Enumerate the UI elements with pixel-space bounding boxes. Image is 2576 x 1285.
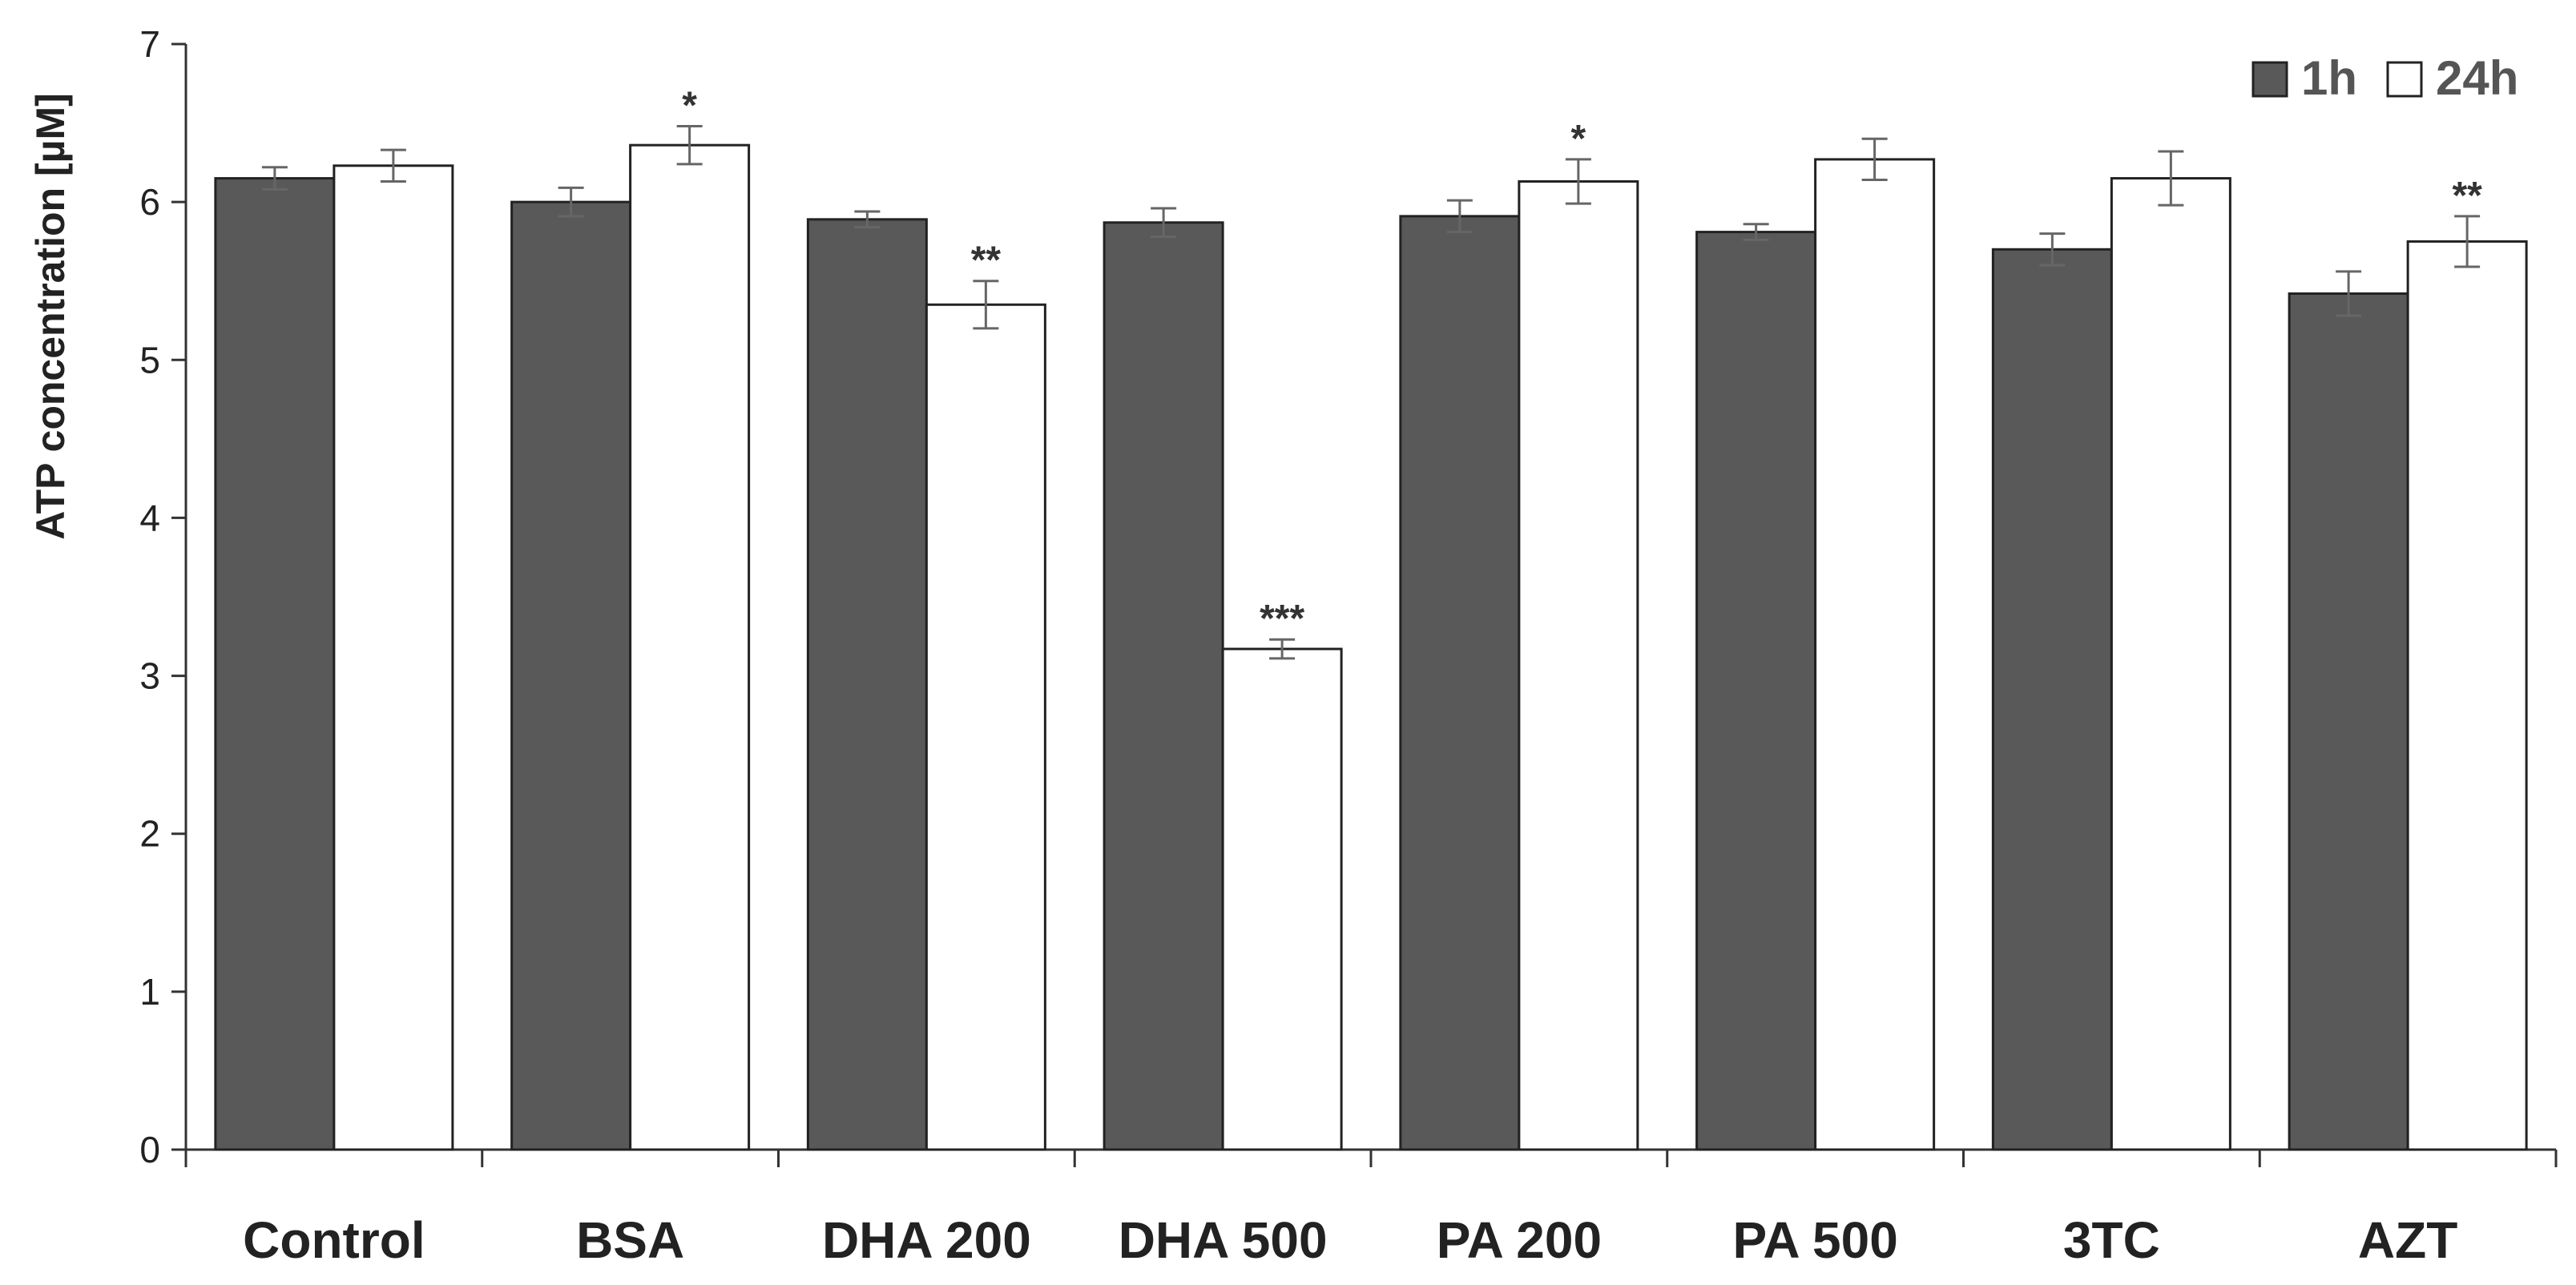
- x-category-label: BSA: [576, 1211, 684, 1269]
- y-tick-label: 3: [139, 655, 160, 697]
- bar-1h: [1399, 215, 1521, 1151]
- bar-1h: [1695, 231, 1817, 1151]
- bars: *********: [214, 85, 2528, 1151]
- x-category-label: AZT: [2358, 1211, 2457, 1269]
- bar-24h: [629, 143, 751, 1151]
- significance-label: ***: [1260, 598, 1304, 640]
- bar-24h: [2406, 240, 2528, 1151]
- significance-label: **: [2452, 175, 2482, 217]
- bar-1h: [1991, 248, 2113, 1151]
- x-category-label: Control: [243, 1211, 425, 1269]
- legend-label-1h: 1h: [2301, 51, 2357, 105]
- legend-swatch-1h: [2251, 61, 2288, 98]
- bar-24h: [333, 164, 454, 1151]
- y-tick-label: 0: [139, 1129, 160, 1170]
- x-category-label: PA 500: [1732, 1211, 1897, 1269]
- y-tick-label: 7: [139, 23, 160, 65]
- x-category-label: PA 200: [1437, 1211, 1602, 1269]
- bar-24h: [925, 303, 1046, 1151]
- legend-label-24h: 24h: [2436, 51, 2518, 105]
- bar-24h: [1814, 158, 1936, 1151]
- y-tick-label: 4: [139, 497, 160, 538]
- bar-24h: [2110, 177, 2231, 1151]
- bar-1h: [806, 218, 928, 1151]
- y-axis-title: ATP concentration [µM]: [28, 93, 73, 540]
- bar-1h: [510, 200, 632, 1151]
- legend-swatch-24h: [2386, 61, 2423, 98]
- bar-24h: [1221, 647, 1343, 1151]
- x-category-label: DHA 200: [822, 1211, 1031, 1269]
- significance-label: **: [971, 240, 1002, 282]
- y-tick-label: 2: [139, 813, 160, 855]
- y-tick-label: 6: [139, 181, 160, 223]
- y-tick-label: 5: [139, 339, 160, 381]
- bar-1h: [1103, 221, 1224, 1151]
- significance-label: *: [682, 85, 697, 127]
- bar-24h: [1518, 180, 1639, 1151]
- x-category-label: DHA 500: [1119, 1211, 1328, 1269]
- significance-label: *: [1571, 118, 1586, 160]
- y-tick-label: 1: [139, 971, 160, 1013]
- axes: 0 1 2 3 4 5 6 7 Control BSA DHA 200 DHA 500 PA 200 PA…: [139, 23, 2558, 1269]
- bar-1h: [2288, 292, 2409, 1151]
- legend: 1h 24h: [2251, 51, 2518, 105]
- x-category-label: 3TC: [2063, 1211, 2160, 1269]
- bar-1h: [214, 177, 336, 1151]
